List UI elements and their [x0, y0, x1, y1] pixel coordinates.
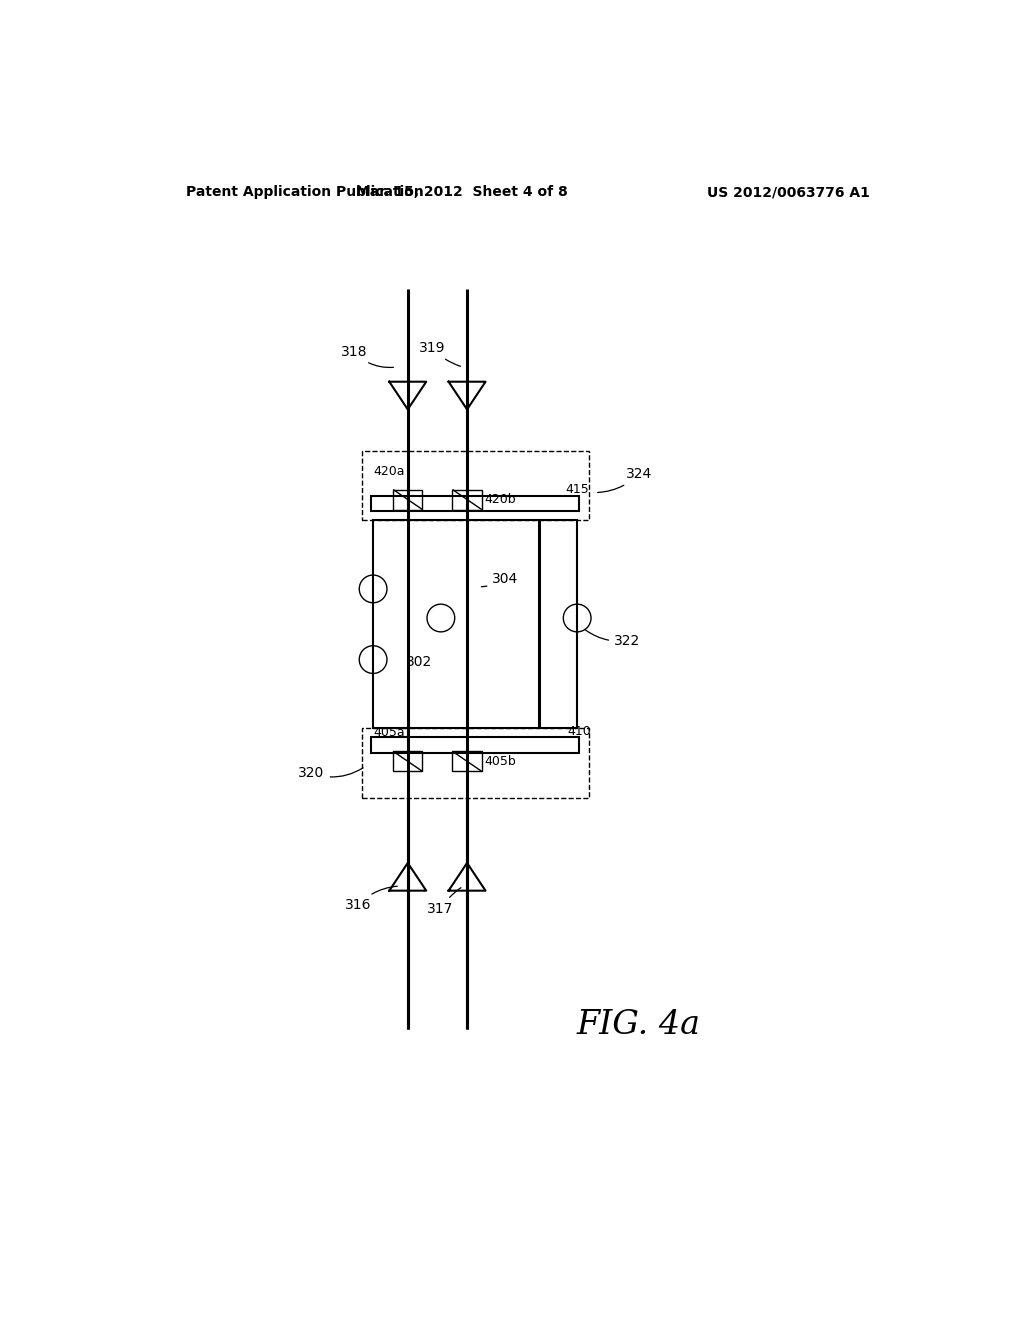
Bar: [453, 751, 481, 771]
Text: 320: 320: [298, 766, 364, 780]
Text: 317: 317: [427, 887, 461, 916]
Text: 324: 324: [598, 467, 652, 492]
Text: 415: 415: [565, 483, 590, 496]
Text: 410: 410: [567, 725, 591, 738]
Text: 318: 318: [341, 345, 393, 367]
Text: Patent Application Publication: Patent Application Publication: [186, 185, 424, 199]
Text: 405b: 405b: [484, 755, 516, 768]
Bar: [361, 451, 589, 520]
Text: 420a: 420a: [373, 465, 404, 478]
Text: 316: 316: [344, 886, 397, 912]
Bar: [371, 496, 580, 511]
Text: US 2012/0063776 A1: US 2012/0063776 A1: [707, 185, 869, 199]
Bar: [393, 751, 422, 771]
Text: 304: 304: [481, 572, 519, 586]
Bar: [393, 490, 422, 510]
Text: 420b: 420b: [484, 492, 516, 506]
Text: 302: 302: [407, 649, 432, 669]
Text: 405a: 405a: [373, 726, 404, 739]
Text: Mar. 15, 2012  Sheet 4 of 8: Mar. 15, 2012 Sheet 4 of 8: [355, 185, 567, 199]
Text: 319: 319: [419, 341, 461, 366]
Bar: [371, 738, 580, 752]
Text: 322: 322: [586, 630, 640, 648]
Text: FIG. 4a: FIG. 4a: [577, 1008, 700, 1040]
Bar: [361, 729, 589, 797]
Bar: [453, 490, 481, 510]
Bar: [373, 520, 578, 729]
